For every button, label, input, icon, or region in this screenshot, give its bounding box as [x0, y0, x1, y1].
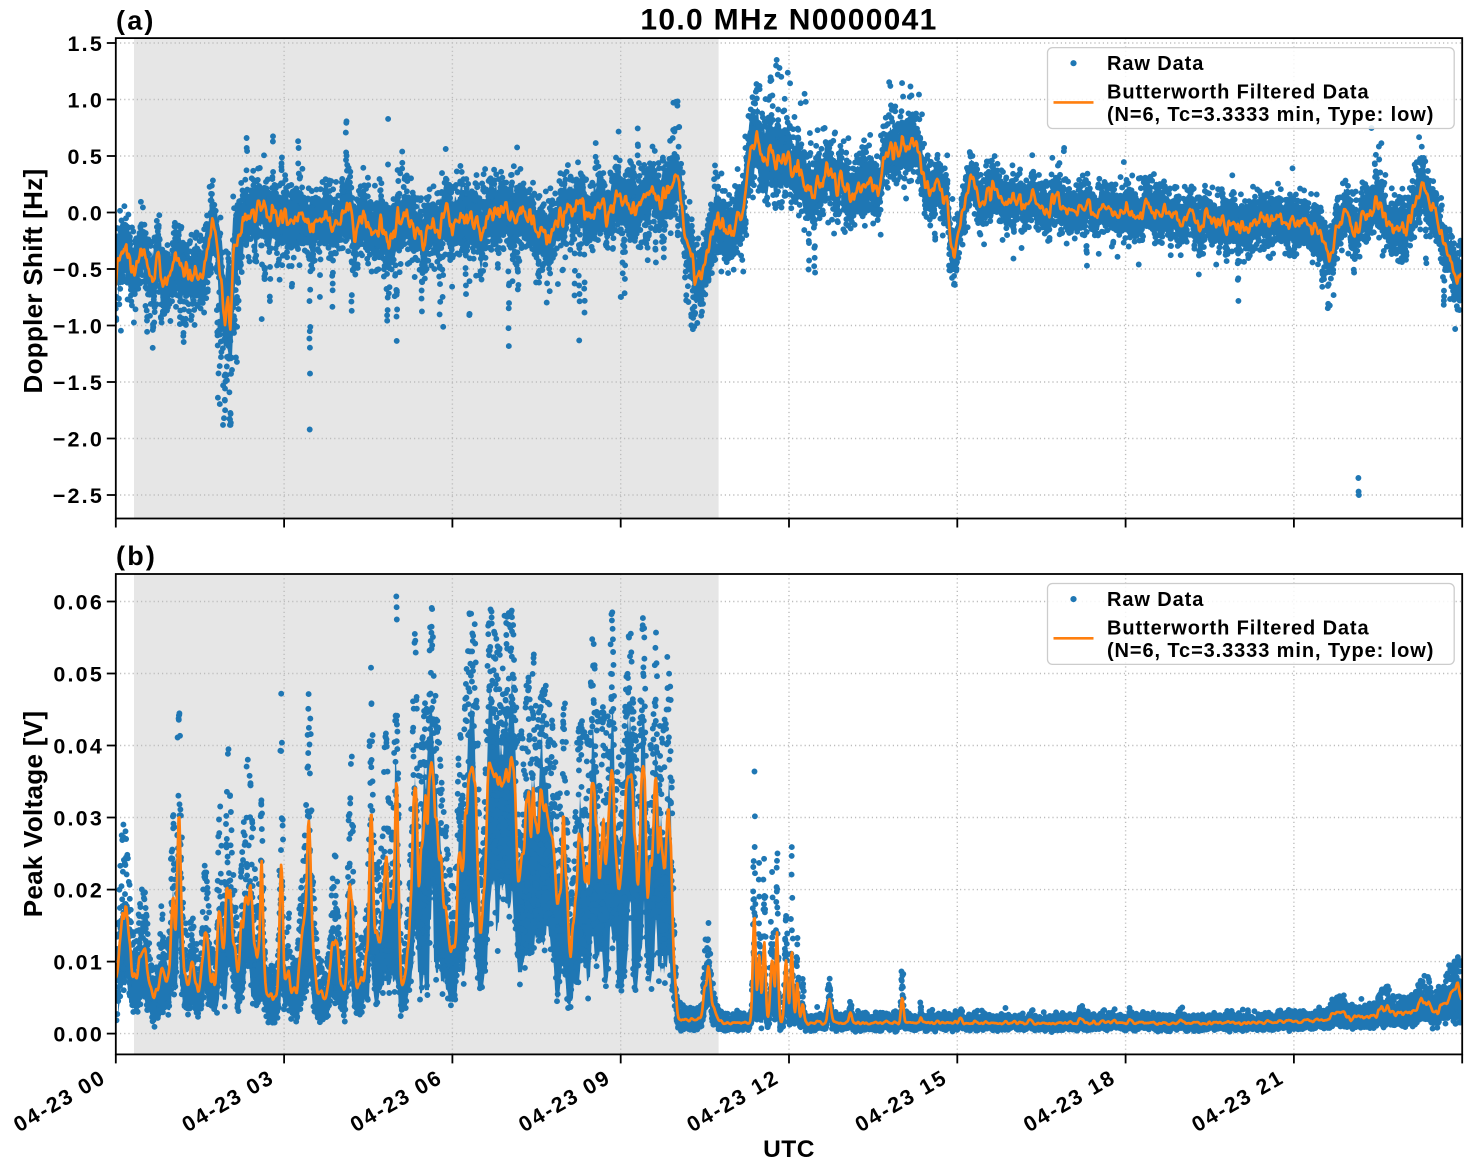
svg-text:1.0: 1.0: [68, 88, 105, 112]
svg-text:0.02: 0.02: [53, 879, 104, 903]
svg-text:0.5: 0.5: [68, 145, 105, 169]
svg-text:Butterworth Filtered Data: Butterworth Filtered Data: [1107, 617, 1370, 639]
svg-text:−1.5: −1.5: [53, 371, 104, 395]
svg-text:0.05: 0.05: [53, 662, 104, 686]
svg-text:Peak Voltage [V]: Peak Voltage [V]: [18, 711, 48, 918]
svg-text:0.04: 0.04: [53, 734, 104, 758]
svg-text:10.0 MHz N0000041: 10.0 MHz N0000041: [640, 4, 937, 37]
svg-text:0.03: 0.03: [53, 806, 104, 830]
svg-text:0.0: 0.0: [68, 201, 105, 225]
svg-text:(N=6, Tc=3.3333 min, Type: low: (N=6, Tc=3.3333 min, Type: low): [1107, 104, 1434, 126]
svg-text:0.01: 0.01: [53, 951, 104, 975]
svg-text:(b): (b): [116, 541, 157, 571]
svg-text:Raw Data: Raw Data: [1107, 53, 1204, 75]
svg-text:−1.0: −1.0: [53, 314, 104, 338]
svg-text:(N=6, Tc=3.3333 min, Type: low: (N=6, Tc=3.3333 min, Type: low): [1107, 640, 1434, 662]
svg-text:−2.0: −2.0: [53, 427, 104, 451]
svg-text:(a): (a): [116, 6, 156, 36]
svg-text:Doppler Shift [Hz]: Doppler Shift [Hz]: [18, 169, 48, 394]
svg-text:0.06: 0.06: [53, 590, 104, 614]
svg-text:1.5: 1.5: [68, 32, 105, 56]
svg-text:Butterworth Filtered Data: Butterworth Filtered Data: [1107, 82, 1370, 104]
svg-text:UTC: UTC: [763, 1136, 815, 1163]
svg-text:0.00: 0.00: [53, 1023, 104, 1047]
svg-text:−0.5: −0.5: [53, 258, 104, 282]
svg-text:−2.5: −2.5: [53, 484, 104, 508]
svg-text:Raw Data: Raw Data: [1107, 589, 1204, 611]
